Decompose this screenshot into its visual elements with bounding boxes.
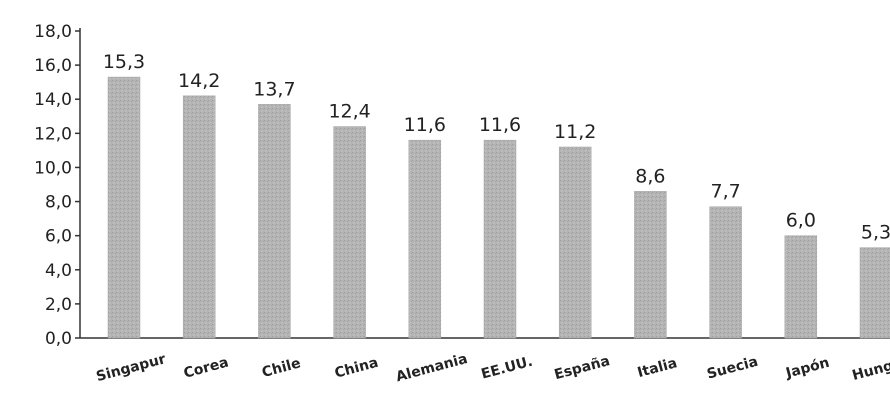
x-category-label: España [553,353,612,383]
bar-6 [558,146,592,339]
data-label: 7,7 [710,181,740,203]
data-label: 11,2 [554,121,596,143]
bar-9 [784,235,818,339]
x-category-label: China [333,355,380,382]
y-tick-label: 2,0 [45,295,72,315]
bars [107,76,890,339]
data-label: 14,2 [178,70,220,92]
x-category-label: Suecia [705,354,759,383]
bar-7 [634,191,667,339]
data-label: 6,0 [786,210,816,232]
y-tick-label: 8,0 [45,193,72,213]
x-category-label: Hungría [851,352,890,384]
data-label: 5,3 [861,222,890,244]
x-category-label: Italia [636,355,679,381]
data-label: 11,6 [404,114,446,136]
data-label: 15,3 [103,51,145,73]
bar-5 [483,139,517,339]
data-label: 8,6 [635,165,665,187]
x-category-label: Japón [783,355,831,382]
x-category-label: EE.UU. [480,354,535,383]
x-category-label: Alemania [394,351,469,385]
y-tick-label: 14,0 [34,90,72,110]
bar-0 [107,76,141,339]
data-label: 11,6 [479,114,521,136]
y-tick-label: 18,0 [34,22,72,42]
bar-1 [182,95,216,339]
y-tick-label: 6,0 [45,227,72,247]
bar-3 [333,126,366,339]
y-tick-label: 4,0 [45,261,72,281]
data-label: 12,4 [328,101,370,123]
x-category-label: Chile [260,355,302,381]
y-tick-label: 16,0 [34,56,72,76]
data-label: 13,7 [253,78,295,100]
bar-8 [709,206,742,339]
y-tick-label: 10,0 [34,158,72,178]
x-category-label: Singapur [94,351,167,385]
bar-2 [258,104,291,339]
y-axis: 0,0 2,0 4,0 6,0 8,0 10,0 12,0 14,0 16,0 18,0 [34,22,890,349]
y-tick-label: 0,0 [45,329,72,349]
bar-4 [408,139,442,339]
x-category-label: Corea [182,354,230,381]
x-axis-labels: Singapur Corea Chile China Alemania EE.UU. Esp… [94,351,890,385]
bar-10 [859,247,890,339]
y-tick-label: 12,0 [34,124,72,144]
data-labels: 15,3 14,2 13,7 12,4 11,6 11,6 11,2 8,6 7,7 6,0 5,3 [103,51,890,244]
